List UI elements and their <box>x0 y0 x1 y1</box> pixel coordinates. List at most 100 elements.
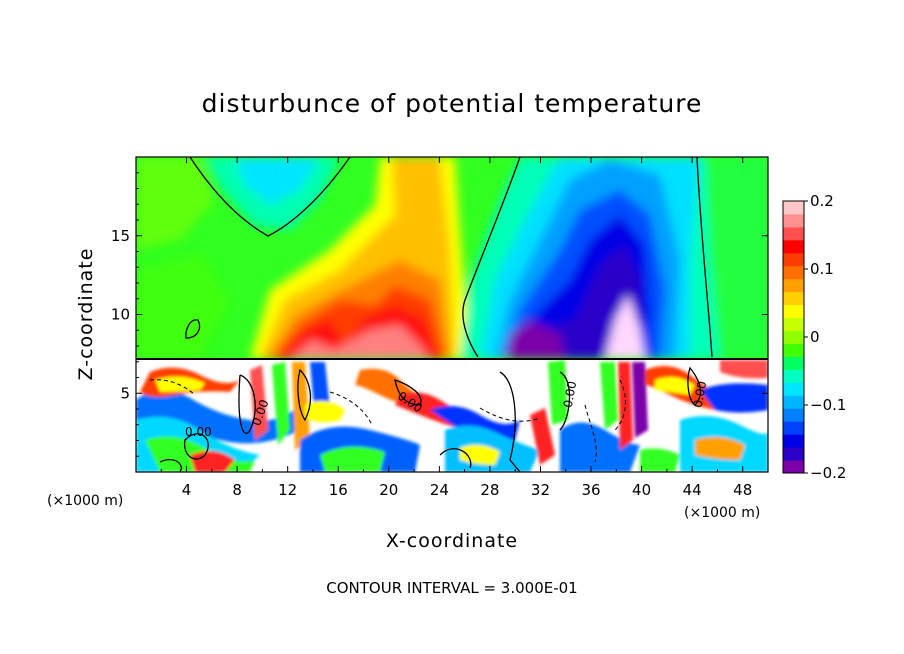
field-region <box>136 255 230 359</box>
plot-area: 0.00 0.00 0.00 0.00 0.00 <box>136 157 768 472</box>
field-region <box>235 157 320 205</box>
x-unit-left: (×1000 m) <box>47 493 123 509</box>
colorbar-ticks: 0.2 0.1 0 −0.1 −0.2 <box>804 192 846 482</box>
field-blob <box>720 360 768 379</box>
field-blob <box>136 389 300 460</box>
colorbar-swatch <box>783 278 804 293</box>
colorbar <box>783 201 804 474</box>
field-blob <box>305 401 345 423</box>
colorbar-swatch <box>783 421 804 435</box>
field-blob <box>560 422 640 472</box>
colorbar-swatch <box>783 460 804 474</box>
field-region <box>290 325 430 359</box>
colorbar-swatch <box>783 343 804 357</box>
colorbar-swatch <box>783 201 804 215</box>
x-tick-label: 12 <box>278 481 297 499</box>
contour-line <box>462 157 521 358</box>
field-region <box>605 295 645 359</box>
contour-line <box>297 368 312 422</box>
field-blob <box>530 408 555 465</box>
x-tick-label: 8 <box>232 481 242 499</box>
field-region <box>505 320 565 359</box>
y-tick-label: 15 <box>111 227 130 245</box>
colorbar-swatch <box>783 239 804 254</box>
contour-line <box>499 371 521 472</box>
field-blob <box>700 383 768 413</box>
field-blob <box>600 362 618 430</box>
colorbar-swatch <box>783 252 804 267</box>
colorbar-tick-label: −0.1 <box>810 396 846 414</box>
x-tick-label: 24 <box>430 481 449 499</box>
contour-line <box>185 319 201 339</box>
colorbar-swatch <box>783 382 804 396</box>
colorbar-swatch <box>783 369 804 383</box>
contour-line-dashed <box>614 379 626 431</box>
colorbar-tick-label: 0.2 <box>810 192 834 210</box>
contour-line-dashed <box>479 407 541 422</box>
field-blob <box>292 362 310 450</box>
contour-line <box>189 157 351 237</box>
colorbar-tick-label: 0 <box>810 328 820 346</box>
field-region <box>136 157 215 250</box>
field-blob <box>430 406 520 440</box>
field-blob <box>640 448 680 472</box>
x-axis-label: X-coordinate <box>386 530 518 552</box>
x-tick-label: 16 <box>329 481 348 499</box>
colorbar-swatch <box>783 356 804 370</box>
field-blob <box>655 376 695 395</box>
field-region <box>705 157 768 359</box>
contour-lines-dashed <box>149 379 626 463</box>
x-tick-label: 40 <box>632 481 651 499</box>
colorbar-tick-label: 0.1 <box>810 260 834 278</box>
lower-field <box>136 359 768 472</box>
y-axis: 5 10 15 <box>111 172 768 457</box>
contour-line <box>696 157 713 358</box>
y-tick-label: 10 <box>111 306 130 324</box>
x-tick-label: 32 <box>531 481 550 499</box>
contour-label: 0.00 <box>561 380 579 409</box>
colorbar-swatch <box>783 291 804 306</box>
field-blob <box>190 451 235 472</box>
contour-line-dashed <box>149 379 196 396</box>
colorbar-swatch <box>783 434 804 448</box>
x-tick-label: 44 <box>683 481 702 499</box>
chart-title: disturbunce of potential temperature <box>202 89 703 118</box>
x-tick-label: 28 <box>480 481 499 499</box>
contour-line <box>439 448 472 469</box>
contour-line <box>183 433 209 460</box>
y-tick-label: 5 <box>120 384 130 402</box>
contour-line <box>159 458 182 472</box>
y-axis-label: Z-coordinate <box>75 248 97 381</box>
field-blob <box>695 436 745 460</box>
colorbar-swatch <box>783 304 804 319</box>
contour-line-dashed <box>329 391 373 426</box>
x-tick-label: 48 <box>733 481 752 499</box>
colorbar-swatch <box>783 330 804 344</box>
upper-field <box>136 157 768 359</box>
x-unit-right: (×1000 m) <box>684 505 760 521</box>
colorbar-swatch <box>783 447 804 461</box>
contour-line <box>238 374 256 435</box>
colorbar-swatch <box>783 317 804 332</box>
field-region <box>525 245 640 359</box>
contour-line <box>687 366 702 406</box>
x-tick-label: 4 <box>182 481 192 499</box>
x-tick-label: 20 <box>379 481 398 499</box>
contour-label: 0.00 <box>185 425 212 439</box>
contour-line-dashed <box>584 404 597 463</box>
contour-line <box>559 371 571 431</box>
field-blob <box>548 360 568 425</box>
x-tick-label: 36 <box>581 481 600 499</box>
colorbar-swatch <box>783 226 804 241</box>
colorbar-swatch <box>783 408 804 422</box>
colorbar-swatch <box>783 395 804 409</box>
x-axis: 4 8 12 16 20 24 28 32 36 40 44 48 <box>160 157 752 499</box>
contour-lines <box>159 157 713 472</box>
contour-label: 0.00 <box>691 380 709 409</box>
contour-line <box>394 379 422 406</box>
field-blob <box>320 446 385 472</box>
colorbar-swatch <box>783 265 804 280</box>
field-blob <box>632 362 648 438</box>
field-blob <box>618 362 633 450</box>
